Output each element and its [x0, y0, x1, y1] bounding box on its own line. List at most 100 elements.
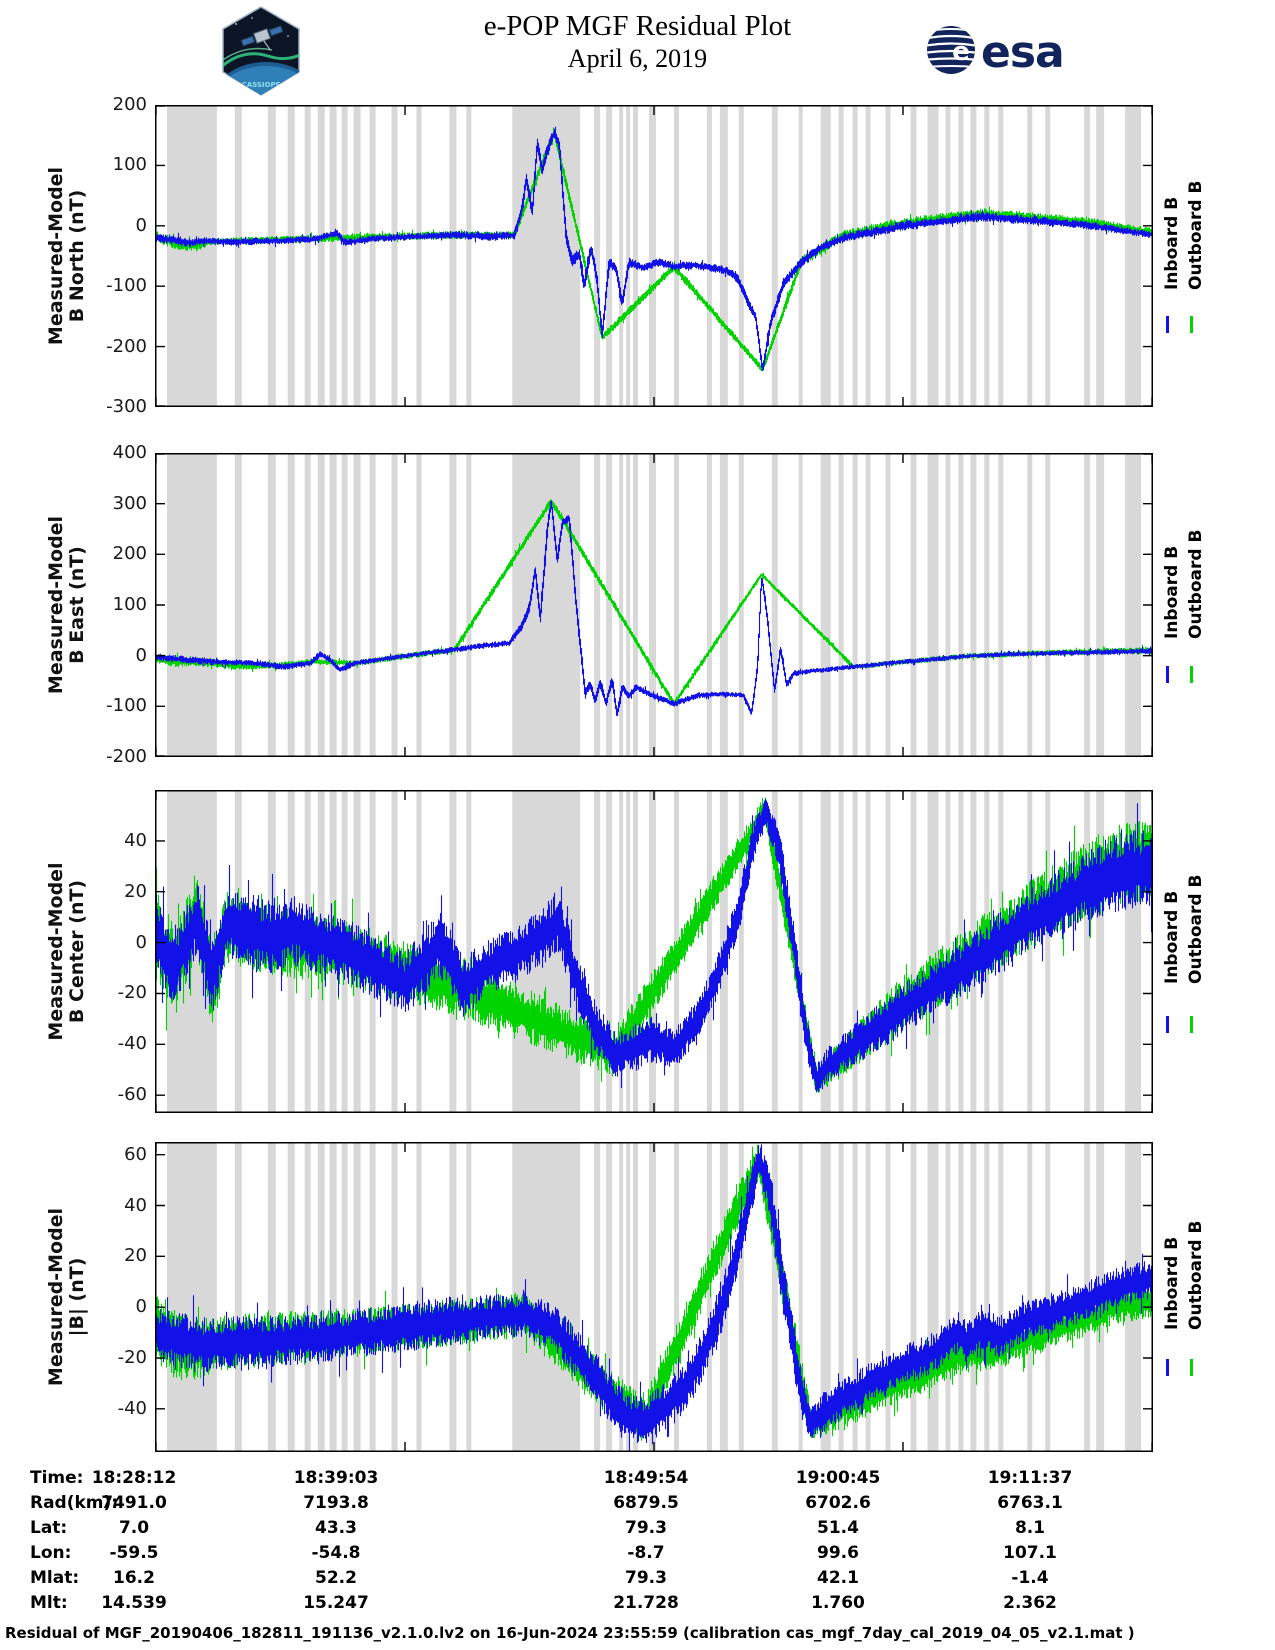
data-gap-band	[317, 106, 325, 406]
legend-label-inboard: Inboard B	[1162, 1237, 1182, 1331]
data-gap-band	[1045, 791, 1051, 1112]
data-gap-band	[998, 454, 1004, 756]
eph-value: 7491.0	[101, 1493, 167, 1513]
eph-value: 52.2	[315, 1568, 357, 1588]
data-gap-band	[594, 1143, 601, 1451]
legend-mark-inboard-icon	[1166, 665, 1169, 683]
data-gap-band	[416, 1143, 422, 1451]
data-gap-band	[1027, 1143, 1033, 1451]
y-tick-label: 0	[135, 1296, 147, 1318]
esa-globe-e: e	[952, 37, 970, 67]
panel-b-center	[155, 790, 1153, 1113]
esa-wordmark: esa	[981, 27, 1064, 78]
data-gap-band	[820, 791, 831, 1112]
panel-frame	[155, 105, 1153, 407]
axis-label-line1: Measured-Model	[45, 515, 67, 695]
data-gap-band	[606, 106, 613, 406]
legend-mark-inboard-icon	[1166, 1359, 1169, 1376]
data-gap-band	[391, 106, 398, 406]
data-gap-band	[619, 791, 624, 1112]
eph-row-label: Time:	[30, 1468, 84, 1488]
esa-logo: e esa	[927, 26, 1065, 78]
data-gap-band	[958, 454, 964, 756]
page-date: April 6, 2019	[567, 44, 708, 74]
data-gap-band	[633, 454, 638, 756]
data-gap-band	[466, 791, 472, 1112]
eph-row-label: Rad(km):	[30, 1493, 119, 1513]
y-tick-label: -20	[117, 1346, 147, 1368]
eph-value: -1.4	[1011, 1568, 1049, 1588]
data-gap-band	[885, 1143, 891, 1451]
data-gap-band	[1125, 454, 1142, 756]
data-gap-band	[369, 106, 376, 406]
data-gap-band	[1027, 106, 1033, 406]
legend-mark-inboard-icon	[1166, 316, 1169, 334]
cassiope-mission-patch: CASSIOPE	[222, 6, 300, 96]
data-gap-band	[304, 106, 311, 406]
eph-value: 43.3	[315, 1518, 357, 1538]
data-gap-band	[1084, 791, 1091, 1112]
legend-label-inboard: Inboard B	[1162, 545, 1182, 639]
data-gap-band	[1045, 1143, 1051, 1451]
data-gap-band	[738, 791, 744, 1112]
data-gap-band	[466, 1143, 472, 1451]
data-gap-band	[626, 454, 631, 756]
data-gap-band	[865, 791, 871, 1112]
data-gap-band	[998, 106, 1004, 406]
y-tick-label: 0	[135, 644, 147, 666]
eph-value: 6763.1	[997, 1493, 1063, 1513]
data-gap-band	[267, 106, 276, 406]
data-gap-band	[606, 791, 613, 1112]
data-gap-band	[970, 454, 977, 756]
eph-value: 19:11:37	[987, 1468, 1073, 1488]
axis-label-line1: Measured-Model	[45, 862, 67, 1041]
data-gap-band	[798, 454, 803, 756]
data-gap-band	[234, 106, 242, 406]
data-gap-band	[416, 106, 422, 406]
data-gap-band	[594, 791, 601, 1112]
data-gap-band	[771, 791, 778, 1112]
data-gap-band	[341, 1143, 348, 1451]
y-axis-label-b-north: Measured-Model B North (nT)	[45, 105, 88, 407]
eph-value: 79.3	[625, 1518, 667, 1538]
eph-value: 18:49:54	[603, 1468, 689, 1488]
data-gap-band	[594, 106, 601, 406]
panel-frame	[155, 453, 1153, 757]
data-gap-band	[1027, 791, 1033, 1112]
y-tick-label: 60	[124, 1143, 147, 1165]
data-gap-band	[329, 1143, 337, 1451]
eph-row-label: Mlat:	[30, 1568, 80, 1588]
eph-value: 42.1	[817, 1568, 859, 1588]
data-gap-band	[945, 106, 951, 406]
data-gap-band	[449, 454, 457, 756]
legend-label-outboard: Outboard B	[1186, 1220, 1206, 1331]
data-gap-band	[649, 454, 656, 756]
eph-value: 6879.5	[613, 1493, 679, 1513]
patch-mission-name: CASSIOPE	[242, 81, 281, 89]
data-gap-band	[606, 1143, 613, 1451]
data-gap-band	[304, 454, 311, 756]
legend-label-outboard: Outboard B	[1186, 529, 1206, 639]
data-gap-band	[970, 1143, 977, 1451]
data-gap-band	[512, 454, 581, 756]
data-gap-band	[234, 1143, 242, 1451]
data-gap-band	[958, 1143, 964, 1451]
data-gap-band	[287, 454, 295, 756]
eph-value: 8.1	[1014, 1518, 1046, 1538]
legend-label-inboard: Inboard B	[1162, 890, 1182, 984]
data-gap-band	[927, 791, 939, 1112]
axis-label-line2: B East (nT)	[66, 546, 88, 664]
data-gap-band	[910, 454, 917, 756]
eph-value: 79.3	[625, 1568, 667, 1588]
eph-value: -54.8	[311, 1543, 361, 1563]
data-gap-band	[674, 1143, 679, 1451]
eph-value: 18:28:12	[91, 1468, 177, 1488]
data-gap-band	[1084, 454, 1091, 756]
page-title: e-POP MGF Residual Plot	[483, 10, 792, 42]
legend-mark-outboard-icon	[1190, 316, 1193, 334]
data-gap-band	[838, 454, 844, 756]
data-gap-band	[970, 106, 977, 406]
y-tick-label: -100	[106, 695, 147, 717]
y-tick-label: 200	[112, 94, 147, 115]
legend-label-outboard: Outboard B	[1186, 180, 1206, 290]
